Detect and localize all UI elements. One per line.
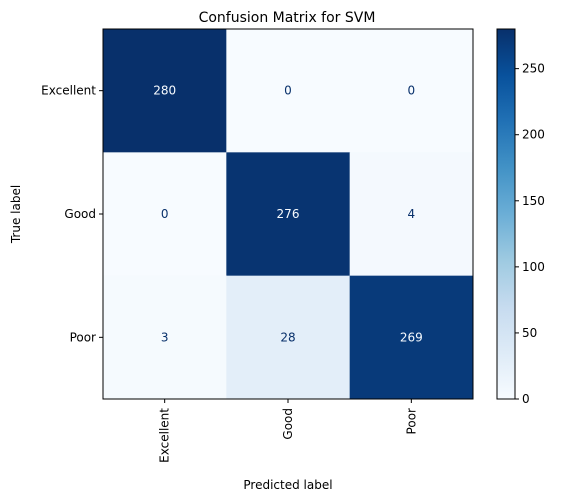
- heatmap-cell: [103, 275, 227, 400]
- heatmap-cell: [226, 29, 351, 153]
- x-tick-label: Excellent: [158, 408, 172, 463]
- cell-value-label: 269: [400, 330, 423, 344]
- heatmap-cell: [103, 29, 227, 153]
- colorbar-tick-label: 200: [522, 128, 545, 142]
- colorbar-tick-label: 50: [522, 326, 537, 340]
- y-axis-ticks: Excellent Good Poor: [41, 84, 103, 344]
- colorbar: [496, 28, 516, 400]
- cell-value-label: 4: [408, 207, 416, 221]
- cell-value-label: 0: [284, 84, 292, 98]
- x-tick-label: Poor: [404, 408, 418, 434]
- heatmap-cell: [226, 152, 351, 277]
- chart-title: Confusion Matrix for SVM: [199, 10, 376, 26]
- colorbar-tick-label: 100: [522, 260, 545, 274]
- heatmap-cell: [349, 275, 474, 400]
- y-axis-label: True label: [9, 185, 23, 244]
- colorbar-tick-label: 150: [522, 194, 545, 208]
- heatmap-cell: [103, 152, 227, 277]
- heatmap-cells: [103, 29, 474, 400]
- cell-value-label: 28: [280, 330, 295, 344]
- heatmap-cell: [349, 29, 474, 153]
- x-axis-ticks: Excellent Good Poor: [158, 399, 418, 463]
- colorbar-tick-label: 250: [522, 62, 545, 76]
- y-tick-label: Excellent: [41, 84, 96, 98]
- colorbar-ticks: 0 50 100 150 200 250: [515, 62, 545, 406]
- y-tick-label: Poor: [70, 330, 96, 344]
- heatmap-cell: [349, 152, 474, 277]
- cell-value-label: 280: [153, 84, 176, 98]
- cell-value-label: 3: [161, 330, 169, 344]
- x-axis-label: Predicted label: [243, 478, 332, 492]
- heatmap-cell: [226, 275, 351, 400]
- cell-value-label: 276: [277, 207, 300, 221]
- cell-value-label: 0: [161, 207, 169, 221]
- y-tick-label: Good: [64, 207, 96, 221]
- colorbar-tick-label: 0: [522, 392, 530, 406]
- x-tick-label: Good: [281, 408, 295, 440]
- cell-value-label: 0: [408, 84, 416, 98]
- heatmap-cell-labels: 280 0 0 0 276 4 3 28 269: [153, 84, 423, 345]
